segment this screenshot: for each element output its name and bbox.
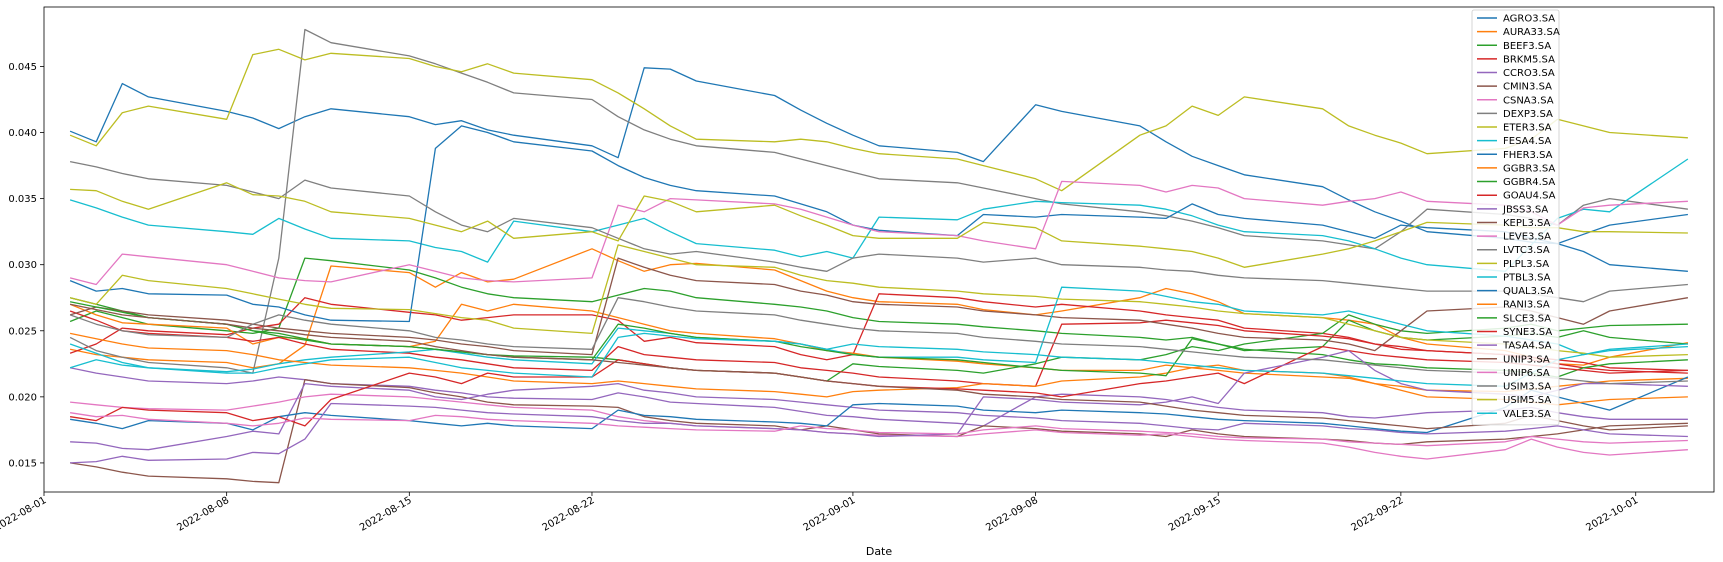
legend-label: RANI3.SA [1503,300,1550,311]
legend-label: USIM5.SA [1503,395,1551,406]
legend-label: LVTC3.SA [1503,245,1550,256]
legend-label: GOAU4.SA [1503,191,1556,202]
series-line-slce3-sa [69,301,1688,378]
series-line-vale3-sa [69,332,1688,387]
y-tick-label: 0.030 [8,260,37,271]
legend-label: QUAL3.SA [1503,286,1554,297]
series-line-tasa4-sa [70,349,1688,464]
legend-label: UNIP6.SA [1503,368,1550,379]
legend-label: BRKM5.SA [1503,54,1555,65]
series-line-jbss3-sa [70,382,1688,451]
legend-label: GGBR4.SA [1503,177,1555,188]
legend-label: SYNE3.SA [1503,327,1552,338]
legend-label: TASA4.SA [1502,341,1552,352]
y-tick-label: 0.035 [8,194,37,205]
plot-frame [43,6,1715,493]
series-line-fher3-sa [69,125,1688,323]
legend: AGRO3.SA AURA33.SA BEEF3.SA BRKM5.SA CCRO3.S… [1471,9,1560,426]
y-axis: 0.015 0.020 0.025 0.030 0.035 0.040 0.045 [8,62,44,469]
legend-label: KEPL3.SA [1503,218,1551,229]
series-line-aura33-sa [69,248,1689,369]
series-layer [69,28,1689,484]
legend-label: AGRO3.SA [1503,14,1555,25]
y-tick-label: 0.040 [8,128,37,139]
legend-label: JBSS3.SA [1502,204,1548,215]
series-line-eter3-sa [69,48,1688,192]
legend-label: AURA33.SA [1503,27,1560,38]
legend-label: USIM3.SA [1503,382,1551,393]
series-line-lvtc3-sa [69,160,1688,303]
legend-label: UNIP3.SA [1503,354,1550,365]
legend-label: CCRO3.SA [1503,68,1555,79]
legend-label: ETER3.SA [1503,123,1552,134]
series-line-leve3-sa [69,180,1688,286]
y-tick-label: 0.020 [8,392,37,403]
series-line-qual3-sa [70,376,1689,434]
y-tick-label: 0.025 [8,326,37,337]
legend-label: FHER3.SA [1503,150,1553,161]
series-line-goau4-sa [69,310,1688,387]
series-line-usim5-sa [69,244,1688,358]
legend-label: FESA4.SA [1503,136,1552,147]
series-line-unip3-sa [69,303,1688,431]
series-line-kepl3-sa [69,257,1689,356]
y-tick-label: 0.015 [8,458,37,469]
legend-label: LEVE3.SA [1503,232,1551,243]
legend-label: VALE3.SA [1503,409,1551,420]
legend-label: DEXP3.SA [1503,109,1553,120]
legend-label: BEEF3.SA [1503,41,1551,52]
legend-label: PTBL3.SA [1503,272,1551,283]
series-line-dexp3-sa [69,28,1688,374]
legend-label: GGBR3.SA [1503,163,1555,174]
series-line-usim3-sa [69,297,1688,385]
legend-label: PLPL3.SA [1503,259,1549,270]
series-line-brkm5-sa [69,293,1688,372]
series-line-agro3-sa [69,67,1688,245]
x-axis-title: Date [866,545,893,558]
legend-label: SLCE3.SA [1503,313,1551,324]
series-line-unip6-sa [70,412,1688,447]
legend-label: CSNA3.SA [1503,95,1554,106]
legend-label: CMIN3.SA [1503,82,1552,93]
series-line-plpl3-sa [70,182,1688,268]
series-line-fesa4-sa [69,158,1689,272]
y-tick-label: 0.045 [8,62,37,73]
